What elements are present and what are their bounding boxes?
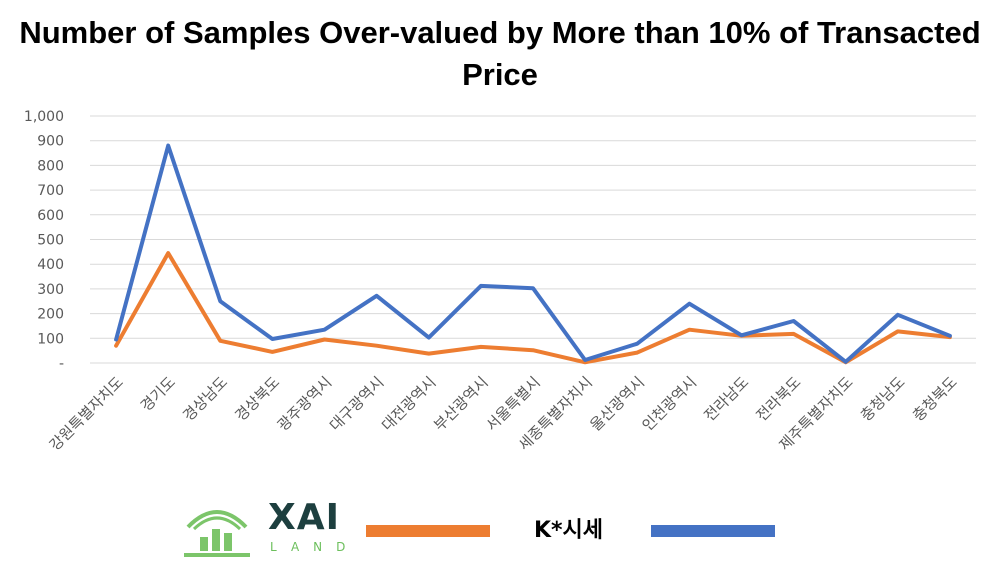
legend-label-kstat: K*시세 [534,518,604,543]
x-tick-label: 광주광역시 [274,373,336,435]
x-tick-label: 전라북도 [753,373,805,425]
y-tick-label: 400 [37,257,64,273]
x-tick-label: 대전광역시 [378,373,440,435]
x-tick-label: 경상북도 [231,373,283,425]
xai-land-logo-icon [184,510,250,557]
x-tick-label: 충청남도 [857,373,909,425]
x-tick-label: 전라남도 [701,373,753,425]
x-tick-label: 강원특별자치도 [46,373,127,454]
x-tick-label: 울산광역시 [587,373,649,435]
chart-title: Number of Samples Over-valued by More th… [19,15,981,92]
y-tick-label: - [59,356,64,372]
x-tick-label: 대구광역시 [326,373,388,435]
x-tick-label: 인천광역시 [639,373,701,435]
y-tick-label: 800 [37,158,64,174]
legend-swatch-blue [651,525,775,537]
y-tick-label: 1,000 [24,109,64,125]
logo-text: XAI [268,497,341,538]
x-tick-label: 경상남도 [179,373,231,425]
x-tick-label: 충청북도 [909,373,961,425]
series-line-orange [114,251,952,365]
y-tick-label: 500 [37,233,64,249]
legend-swatch-orange [366,525,490,537]
y-tick-label: 700 [37,183,64,199]
x-tick-label: 경기도 [137,373,179,415]
y-tick-label: 100 [37,331,64,347]
y-tick-label: 600 [37,208,64,224]
logo-subtext: LAND [270,540,360,554]
y-tick-label: 200 [37,307,64,323]
x-tick-label: 부산광역시 [430,373,492,435]
y-tick-label: 900 [37,134,64,150]
series-line-blue [114,143,952,364]
y-tick-label: 300 [37,282,64,298]
